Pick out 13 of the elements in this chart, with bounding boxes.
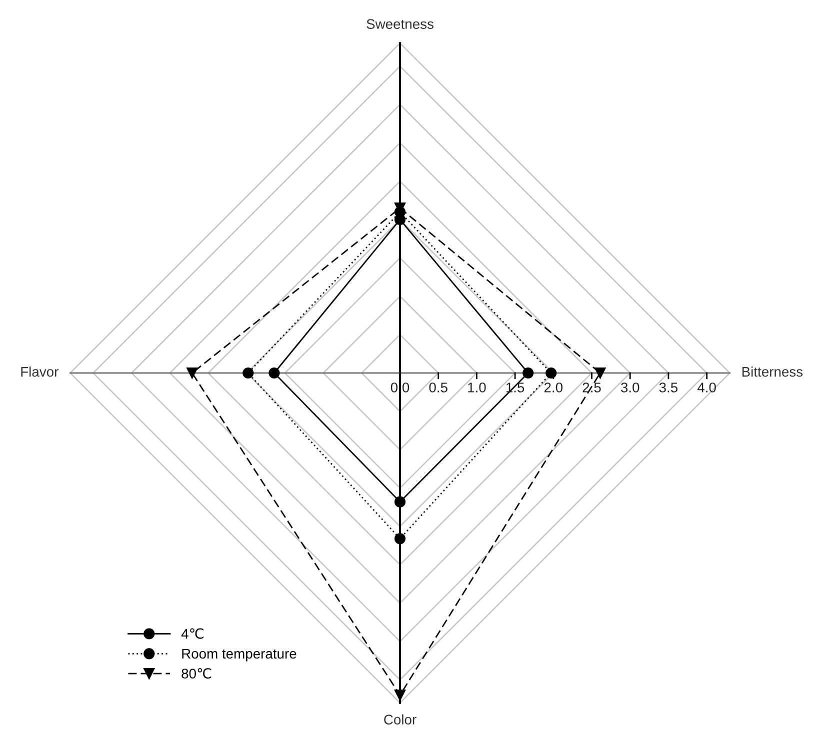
y-tick-label: 3.5 [659,382,678,392]
legend-label: 4℃ [181,628,204,639]
legend-label: 80℃ [182,668,212,679]
y-tick-label: 2.0 [544,382,563,392]
legend-label: Room temperature [182,648,296,662]
spoke-label: Sweetness [366,19,434,29]
spoke-label: Color [384,714,416,725]
y-tick-label: 4.0 [697,382,716,392]
y-tick-label: 0.5 [429,382,448,392]
y-tick-label: 1.0 [468,382,486,392]
spoke-label: Flavor [21,366,58,377]
spoke-label: Bitterness [742,366,803,377]
y-tick-label: 3.0 [620,382,640,392]
